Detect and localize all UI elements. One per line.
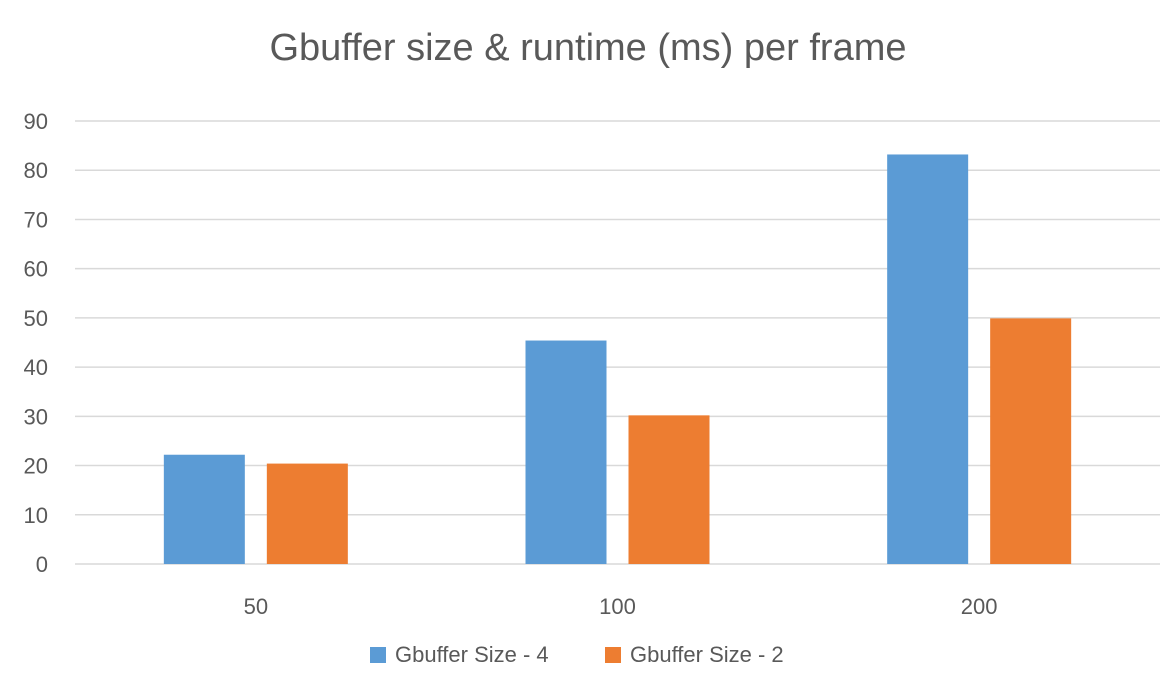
x-tick-label: 200 bbox=[961, 594, 998, 619]
x-axis-ticks: 50 100 200 bbox=[244, 594, 998, 619]
bar-series1-100 bbox=[525, 340, 607, 564]
bar-series1-200 bbox=[887, 154, 969, 564]
legend-label-series2: Gbuffer Size - 2 bbox=[630, 642, 784, 667]
bar-series2-50 bbox=[266, 463, 348, 564]
bar-series2-100 bbox=[628, 415, 710, 564]
x-tick-label: 50 bbox=[244, 594, 268, 619]
bars bbox=[163, 154, 1072, 564]
y-tick-label: 20 bbox=[24, 454, 48, 479]
y-tick-label: 60 bbox=[24, 257, 48, 282]
legend: Gbuffer Size - 4 Gbuffer Size - 2 bbox=[370, 642, 784, 667]
y-tick-label: 50 bbox=[24, 306, 48, 331]
x-tick-label: 100 bbox=[599, 594, 636, 619]
y-tick-label: 40 bbox=[24, 355, 48, 380]
gridlines bbox=[75, 120, 1160, 565]
bar-series2-200 bbox=[990, 318, 1072, 564]
y-tick-label: 90 bbox=[24, 109, 48, 134]
y-tick-label: 0 bbox=[36, 552, 48, 577]
legend-label-series1: Gbuffer Size - 4 bbox=[395, 642, 549, 667]
bar-series1-50 bbox=[163, 454, 245, 564]
legend-swatch-series1 bbox=[370, 647, 386, 663]
y-tick-label: 70 bbox=[24, 207, 48, 232]
y-axis-ticks: 0 10 20 30 40 50 60 70 80 90 bbox=[24, 109, 48, 577]
y-tick-label: 80 bbox=[24, 158, 48, 183]
y-tick-label: 10 bbox=[24, 503, 48, 528]
y-tick-label: 30 bbox=[24, 404, 48, 429]
legend-swatch-series2 bbox=[605, 647, 621, 663]
chart-title: Gbuffer size & runtime (ms) per frame bbox=[269, 27, 906, 69]
